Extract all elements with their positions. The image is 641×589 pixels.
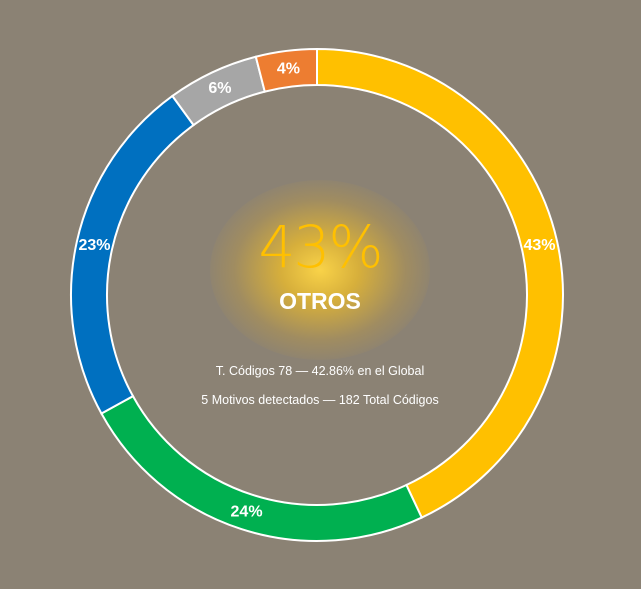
info-line-reasons: 5 Motivos detectados — 182 Total Códigos [201,393,439,407]
center-glow [210,180,430,360]
slice-label-5: 4% [277,60,300,77]
slice-label-4: 6% [208,80,231,97]
donut-slice-5 [254,47,318,93]
slice-label-1: 43% [523,237,555,254]
info-line-codes: T. Códigos 78 — 42.86% en el Global [215,364,425,378]
slice-label-2: 24% [231,503,263,520]
center-category-label: OTROS [279,288,361,314]
center-percentage: 43% [258,213,384,281]
slice-label-3: 23% [78,237,110,254]
